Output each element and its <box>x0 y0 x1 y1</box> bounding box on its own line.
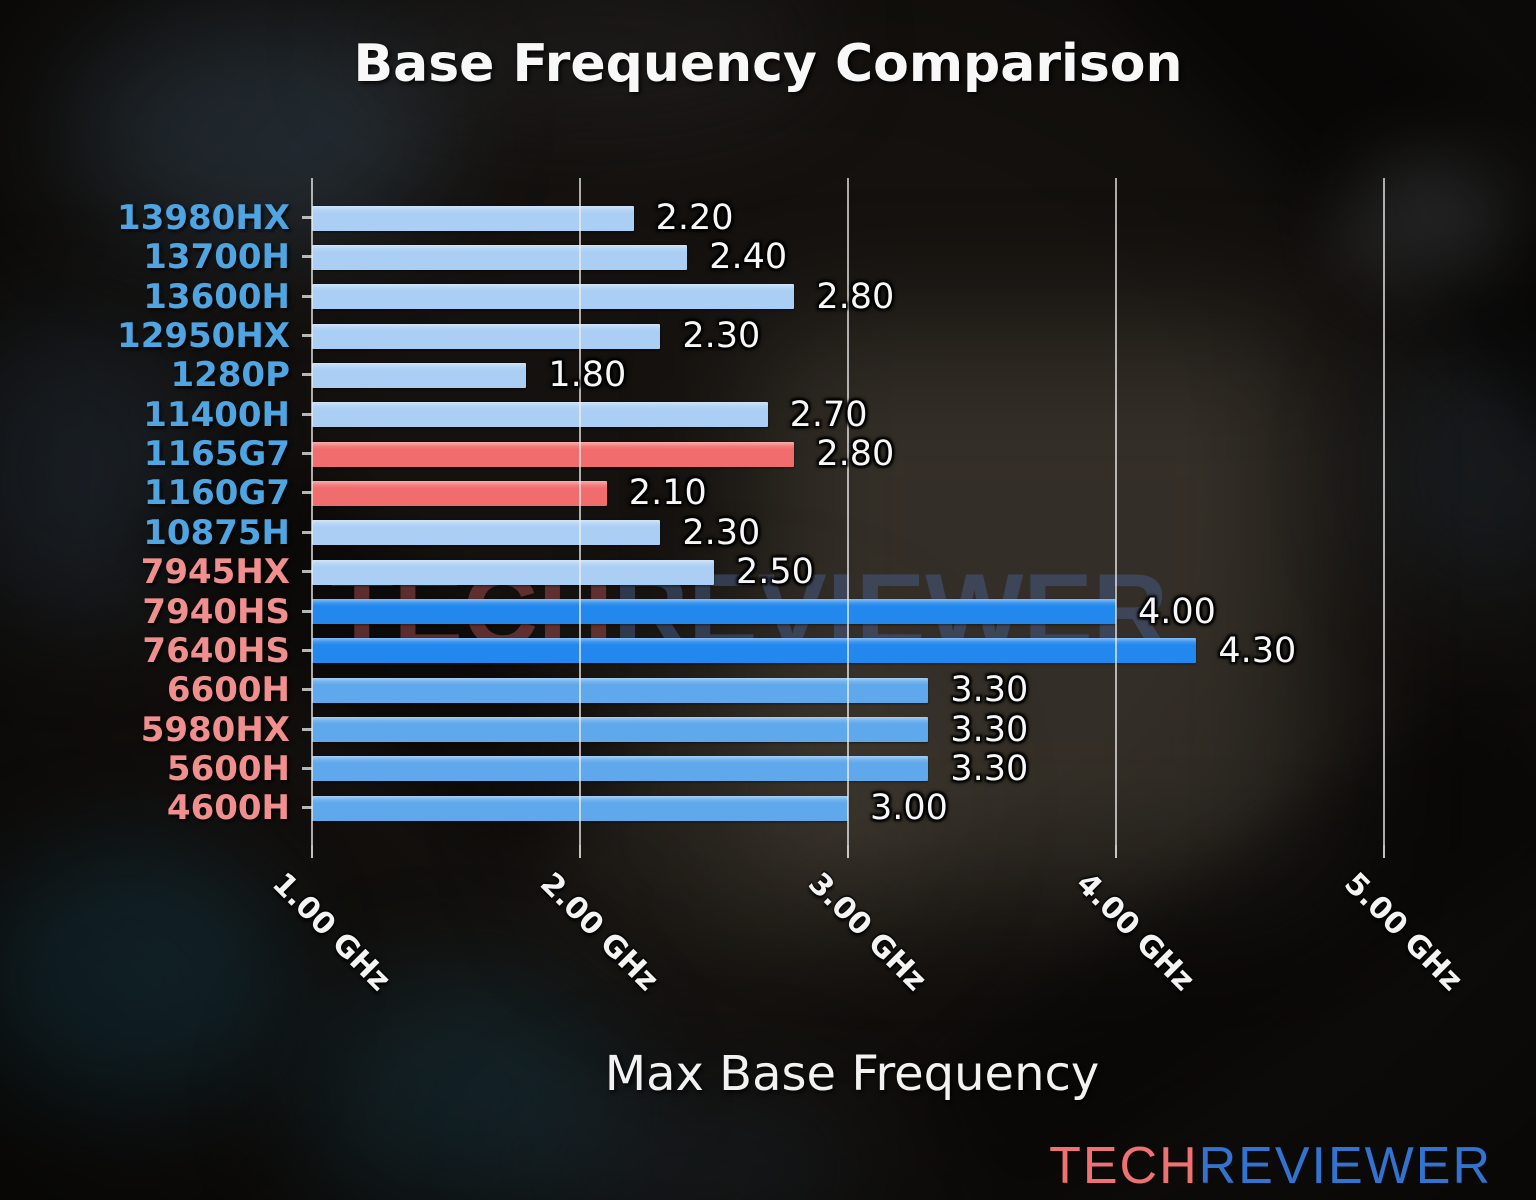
bar-1280p <box>312 362 527 388</box>
bar-value-label: 2.10 <box>628 473 707 514</box>
bar-value-label: 2.20 <box>655 198 734 238</box>
bar-value-label: 2.50 <box>736 552 814 593</box>
bar-value-label: 1.80 <box>548 355 627 396</box>
y-axis-label: 13980HX <box>117 198 290 238</box>
y-tick-mark <box>302 255 312 259</box>
bar-value-label: 4.30 <box>1218 630 1297 671</box>
y-tick-mark <box>302 334 312 338</box>
bar-13700h <box>312 244 688 270</box>
bar-12950hx <box>312 323 661 349</box>
y-axis-label: 10875H <box>143 512 290 553</box>
bar-value-label: 4.00 <box>1138 591 1216 632</box>
bar-value-label: 3.30 <box>950 670 1029 711</box>
bar-value-label: 2.70 <box>789 394 868 435</box>
y-tick-mark <box>302 806 312 810</box>
y-tick-mark <box>302 648 312 652</box>
bar-value-label: 2.40 <box>709 237 788 278</box>
y-tick-mark <box>302 216 312 219</box>
bar-6600h <box>312 677 929 703</box>
y-axis-label: 5600H <box>166 748 290 789</box>
x-tick-mark <box>1115 845 1117 858</box>
bar-value-label: 2.30 <box>682 512 761 553</box>
y-axis-label: 5980HX <box>140 709 290 750</box>
bar-7640hs <box>312 638 1197 664</box>
bar-10875h <box>312 520 661 546</box>
y-axis-label: 7940HS <box>142 591 290 632</box>
x-tick-mark <box>1383 845 1385 858</box>
y-axis-label: 13700H <box>143 237 290 278</box>
y-axis-label: 7640HS <box>142 630 290 671</box>
bar-5600h <box>312 756 929 782</box>
logo-tech: TECH <box>1049 1137 1199 1195</box>
y-tick-mark <box>302 452 312 456</box>
x-tick-mark <box>847 845 849 858</box>
logo-reviewer: REVIEWER <box>1198 1137 1492 1195</box>
y-axis-label: 4600H <box>166 788 290 829</box>
bar-value-label: 2.80 <box>816 276 895 317</box>
bar-value-label: 2.30 <box>682 316 761 357</box>
y-axis-label: 12950HX <box>117 316 290 357</box>
y-tick-mark <box>302 491 312 495</box>
y-axis-label: 1160G7 <box>143 473 290 514</box>
bar-1165g7 <box>312 441 795 467</box>
y-axis-label: 1165G7 <box>143 434 290 475</box>
bar-1160g7 <box>312 480 607 506</box>
bar-5980hx <box>312 717 929 743</box>
y-axis-label: 13600H <box>143 276 290 317</box>
x-gridline <box>847 178 849 845</box>
bar-11400h <box>312 402 768 428</box>
y-tick-mark <box>302 570 312 574</box>
plot-area: 13980HX 2.20 13700H 2.40 13600H 2.80 12950HX 2.… <box>117 178 1469 998</box>
x-axis-title: Max Base Frequency <box>604 1046 1100 1102</box>
bar-7940hs <box>312 599 1116 624</box>
x-tick-mark <box>579 845 581 858</box>
bar-value-label: 2.80 <box>816 434 895 475</box>
y-axis-label: 7945HX <box>140 552 290 593</box>
bar-value-label: 3.00 <box>870 788 948 829</box>
bar-13980hx <box>312 205 634 231</box>
x-gridline <box>1383 178 1385 845</box>
y-axis-label: 1280P <box>170 355 290 396</box>
x-gridline <box>1115 178 1117 845</box>
chart-title: Base Frequency Comparison <box>353 34 1183 94</box>
bar-13600h <box>312 284 795 310</box>
y-axis-label: 11400H <box>143 394 290 435</box>
x-gridline <box>311 178 313 845</box>
y-tick-mark <box>302 294 312 298</box>
techreviewer-logo: TECHREVIEWER <box>1049 1136 1492 1196</box>
bar-7945hx <box>312 559 714 585</box>
y-tick-mark <box>302 766 312 770</box>
x-gridline <box>579 178 581 845</box>
y-tick-mark <box>302 609 312 613</box>
y-tick-mark <box>302 412 312 416</box>
x-tick-mark <box>311 845 313 858</box>
y-axis-label: 6600H <box>166 670 290 711</box>
bar-value-label: 3.30 <box>950 748 1029 789</box>
y-tick-mark <box>302 373 312 377</box>
bar-value-label: 3.30 <box>950 709 1029 750</box>
y-tick-mark <box>302 688 312 692</box>
y-tick-mark <box>302 727 312 731</box>
y-tick-mark <box>302 530 312 534</box>
